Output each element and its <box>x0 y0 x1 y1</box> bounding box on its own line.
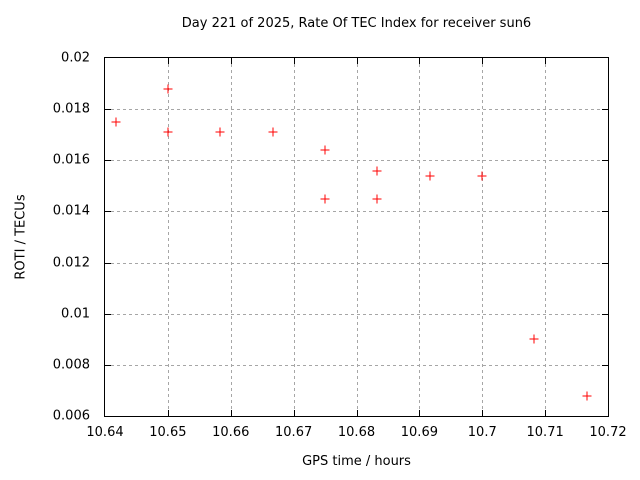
x-tick-bottom <box>293 410 295 416</box>
y-tick-label: 0.02 <box>61 50 90 66</box>
x-tick-bottom <box>482 410 484 416</box>
y-tick-left <box>105 364 111 366</box>
x-tick-label: 10.72 <box>589 425 627 440</box>
y-tick-left <box>105 262 111 264</box>
horizontal-gridline <box>105 211 608 213</box>
horizontal-gridline <box>105 364 608 366</box>
y-tick-left <box>105 313 111 315</box>
data-point-marker <box>320 145 330 155</box>
x-tick-label: 10.69 <box>400 425 438 440</box>
y-tick-right <box>602 160 608 162</box>
data-point-marker <box>477 171 487 181</box>
data-point-marker <box>320 194 330 204</box>
vertical-gridline <box>545 58 547 416</box>
y-tick-right <box>602 262 608 264</box>
x-tick-label: 10.66 <box>212 425 250 440</box>
y-tick-label: 0.018 <box>52 101 90 117</box>
y-tick-label: 0.008 <box>52 357 90 373</box>
y-tick-right <box>602 313 608 315</box>
x-tick-label: 10.64 <box>86 425 124 440</box>
vertical-gridline <box>356 58 358 416</box>
y-tick-label: 0.014 <box>52 203 90 219</box>
x-tick-label: 10.68 <box>337 425 376 440</box>
data-point-marker <box>268 127 278 137</box>
data-point-marker <box>163 84 173 94</box>
vertical-gridline <box>419 58 421 416</box>
x-tick-top <box>419 58 421 64</box>
x-tick-bottom <box>419 410 421 416</box>
data-point-marker <box>372 166 382 175</box>
vertical-gridline <box>167 58 169 416</box>
y-tick-left <box>105 109 111 111</box>
data-point-marker <box>425 171 435 181</box>
x-tick-top <box>545 58 547 64</box>
x-tick-label: 10.67 <box>275 425 313 440</box>
y-axis-label: ROTI / TECUs <box>13 194 29 280</box>
x-tick-top <box>230 58 232 64</box>
x-tick-label: 10.71 <box>526 425 564 440</box>
x-axis-label: GPS time / hours <box>302 454 411 469</box>
horizontal-gridline <box>105 313 608 315</box>
x-tick-label: 10.7 <box>467 425 497 440</box>
x-tick-top <box>356 58 358 64</box>
plot-area: 10.64 10.65 10.66 10.67 10.68 10.69 10.7 10.71 1… <box>53 51 627 441</box>
y-tick-right <box>602 109 608 111</box>
data-point-marker <box>582 391 592 401</box>
data-point-marker <box>529 334 539 344</box>
data-point-marker <box>372 194 382 204</box>
horizontal-gridline <box>105 109 608 111</box>
x-tick-top <box>167 58 169 64</box>
y-tick-right <box>602 364 608 366</box>
y-tick-label: 0.01 <box>61 306 90 322</box>
horizontal-gridline <box>105 262 608 264</box>
vertical-gridline <box>482 58 484 416</box>
vertical-gridline <box>230 58 232 416</box>
y-tick-right <box>602 211 608 213</box>
vertical-gridline <box>293 58 295 416</box>
x-tick-bottom <box>356 410 358 416</box>
y-tick-label: 0.012 <box>52 255 90 271</box>
y-tick-label: 0.006 <box>52 408 90 424</box>
chart-title: Day 221 of 2025, Rate Of TEC Index for r… <box>181 16 532 31</box>
x-tick-bottom <box>545 410 547 416</box>
x-tick-bottom <box>230 410 232 416</box>
x-tick-top <box>293 58 295 64</box>
x-tick-bottom <box>167 410 169 416</box>
data-point-marker <box>163 127 173 137</box>
horizontal-gridline <box>105 160 608 162</box>
y-tick-left <box>105 160 111 162</box>
data-point-marker <box>215 127 225 137</box>
x-tick-label: 10.65 <box>149 425 187 440</box>
data-point-marker <box>111 117 121 127</box>
y-tick-label: 0.016 <box>52 152 90 168</box>
x-tick-top <box>482 58 484 64</box>
y-tick-left <box>105 211 111 213</box>
